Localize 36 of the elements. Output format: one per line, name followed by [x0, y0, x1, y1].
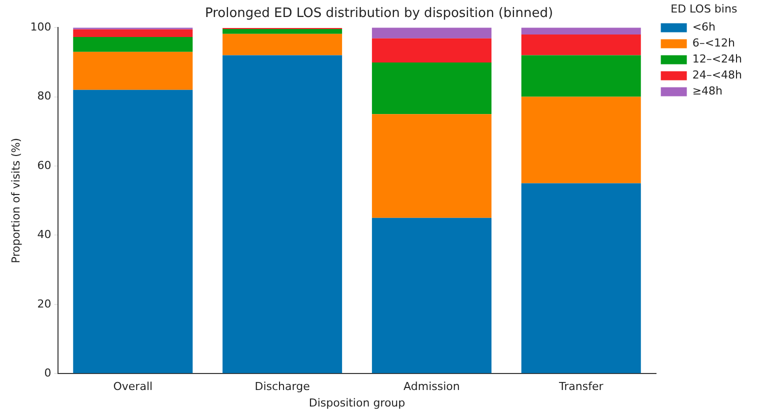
bar — [521, 96, 641, 184]
x-tick-label: Overall — [113, 380, 153, 394]
bar — [372, 218, 492, 374]
y-tick-label: 60 — [37, 158, 52, 172]
y-tick-label: 100 — [30, 20, 52, 34]
x-tick-label: Admission — [404, 380, 460, 394]
bar — [73, 36, 193, 52]
legend-label: 12–<24h — [692, 52, 742, 66]
y-tick-label: 40 — [37, 228, 52, 242]
bar — [73, 52, 193, 90]
bar — [372, 38, 492, 63]
bar — [222, 28, 342, 34]
y-axis-title: Proportion of visits (%) — [9, 138, 22, 264]
bar — [222, 55, 342, 374]
x-axis-title: Disposition group — [308, 396, 406, 410]
chart-title: Prolonged ED LOS distribution by disposition (binned) — [204, 6, 554, 22]
x-tick-label: Discharge — [254, 380, 310, 394]
legend-label: 24–<48h — [692, 68, 742, 82]
bar — [521, 55, 641, 97]
legend-label: <6h — [692, 20, 716, 34]
bar — [73, 90, 193, 374]
bar — [372, 114, 492, 218]
bar — [73, 29, 193, 37]
bar — [372, 28, 492, 38]
bar — [521, 28, 641, 35]
legend-title: ED LOS bins — [670, 2, 738, 16]
legend-label: ≥48h — [692, 84, 723, 98]
bar — [222, 34, 342, 56]
bar — [521, 34, 641, 56]
y-tick-label: 0 — [44, 366, 52, 380]
y-tick-label: 80 — [37, 90, 52, 103]
legend-label: 6–<12h — [692, 36, 736, 50]
bar — [521, 183, 641, 374]
bar — [372, 62, 492, 114]
y-tick-label: 20 — [37, 297, 52, 310]
x-tick-label: Transfer — [558, 380, 604, 394]
